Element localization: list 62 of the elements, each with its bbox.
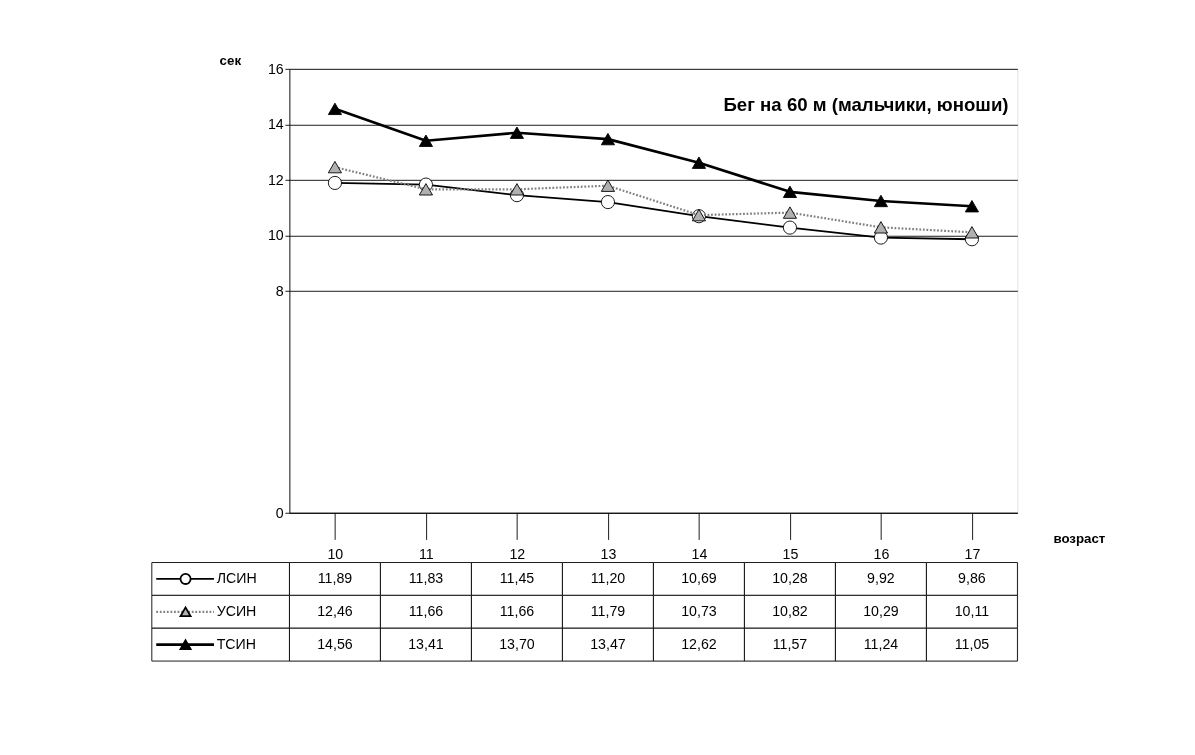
point — [509, 126, 524, 139]
x-tick-label: 12 — [509, 545, 526, 562]
data-label: 11,83 — [408, 570, 444, 587]
point — [509, 183, 524, 196]
x-tick-label: 15 — [782, 545, 799, 562]
data-label: 9,92 — [867, 570, 895, 587]
y-axis-title: сек — [219, 52, 242, 68]
point — [418, 183, 433, 196]
x-tick-label: 17 — [964, 545, 981, 562]
data-label: 12,62 — [681, 636, 717, 653]
data-label: 11,57 — [772, 636, 808, 653]
point — [600, 179, 615, 192]
data-label: 11,79 — [590, 603, 626, 620]
y-tick-label: 0 — [275, 504, 284, 521]
point — [327, 102, 342, 115]
y-tick-label: 8 — [275, 282, 284, 299]
legend-label: УСИН — [216, 603, 257, 620]
point — [782, 206, 797, 219]
data-label: 10,11 — [954, 603, 990, 620]
point — [964, 200, 979, 213]
data-label: 13,70 — [499, 636, 535, 653]
x-tick-label: 11 — [419, 545, 434, 562]
point — [691, 156, 706, 169]
data-label: 11,66 — [408, 603, 444, 620]
legend-label: ТСИН — [216, 636, 256, 653]
data-label: 10,29 — [863, 603, 899, 620]
data-label: 10,69 — [681, 570, 717, 587]
point — [327, 160, 342, 174]
point — [418, 134, 433, 147]
point — [782, 185, 797, 198]
data-label: 11,89 — [317, 570, 353, 587]
point — [327, 175, 342, 190]
x-axis-title: возраст — [1053, 531, 1106, 547]
data-label: 10,82 — [772, 603, 808, 620]
point — [600, 132, 615, 146]
point — [964, 226, 979, 239]
text: Бег на 60 м (мальчики, юноши) — [723, 93, 1009, 115]
x-tick-label: 16 — [873, 545, 890, 562]
data-label: 12,46 — [317, 603, 353, 620]
y-tick-label: 16 — [267, 60, 284, 77]
point — [873, 221, 888, 234]
y-tick-label: 10 — [267, 227, 284, 244]
data-label: 10,73 — [681, 603, 717, 620]
data-label: 11,66 — [499, 603, 535, 620]
x-tick-label: 14 — [691, 545, 708, 562]
point — [600, 195, 615, 210]
data-label: 10,28 — [772, 570, 808, 587]
data-label: 11,05 — [954, 636, 990, 653]
data-label: 13,47 — [590, 636, 626, 653]
x-tick-label: 13 — [600, 545, 617, 562]
y-tick-label: 14 — [267, 116, 284, 133]
point — [873, 194, 888, 208]
data-label: 14,56 — [317, 636, 353, 653]
x-tick-label: 10 — [327, 545, 344, 562]
data-label: 11,20 — [590, 570, 626, 587]
legend-label: ЛСИН — [216, 570, 257, 587]
data-label: 11,45 — [499, 570, 535, 587]
data-label: 9,86 — [958, 570, 986, 587]
y-tick-label: 12 — [267, 171, 284, 188]
data-label: 13,41 — [408, 636, 444, 653]
point — [782, 220, 797, 235]
data-label: 11,24 — [863, 636, 899, 653]
